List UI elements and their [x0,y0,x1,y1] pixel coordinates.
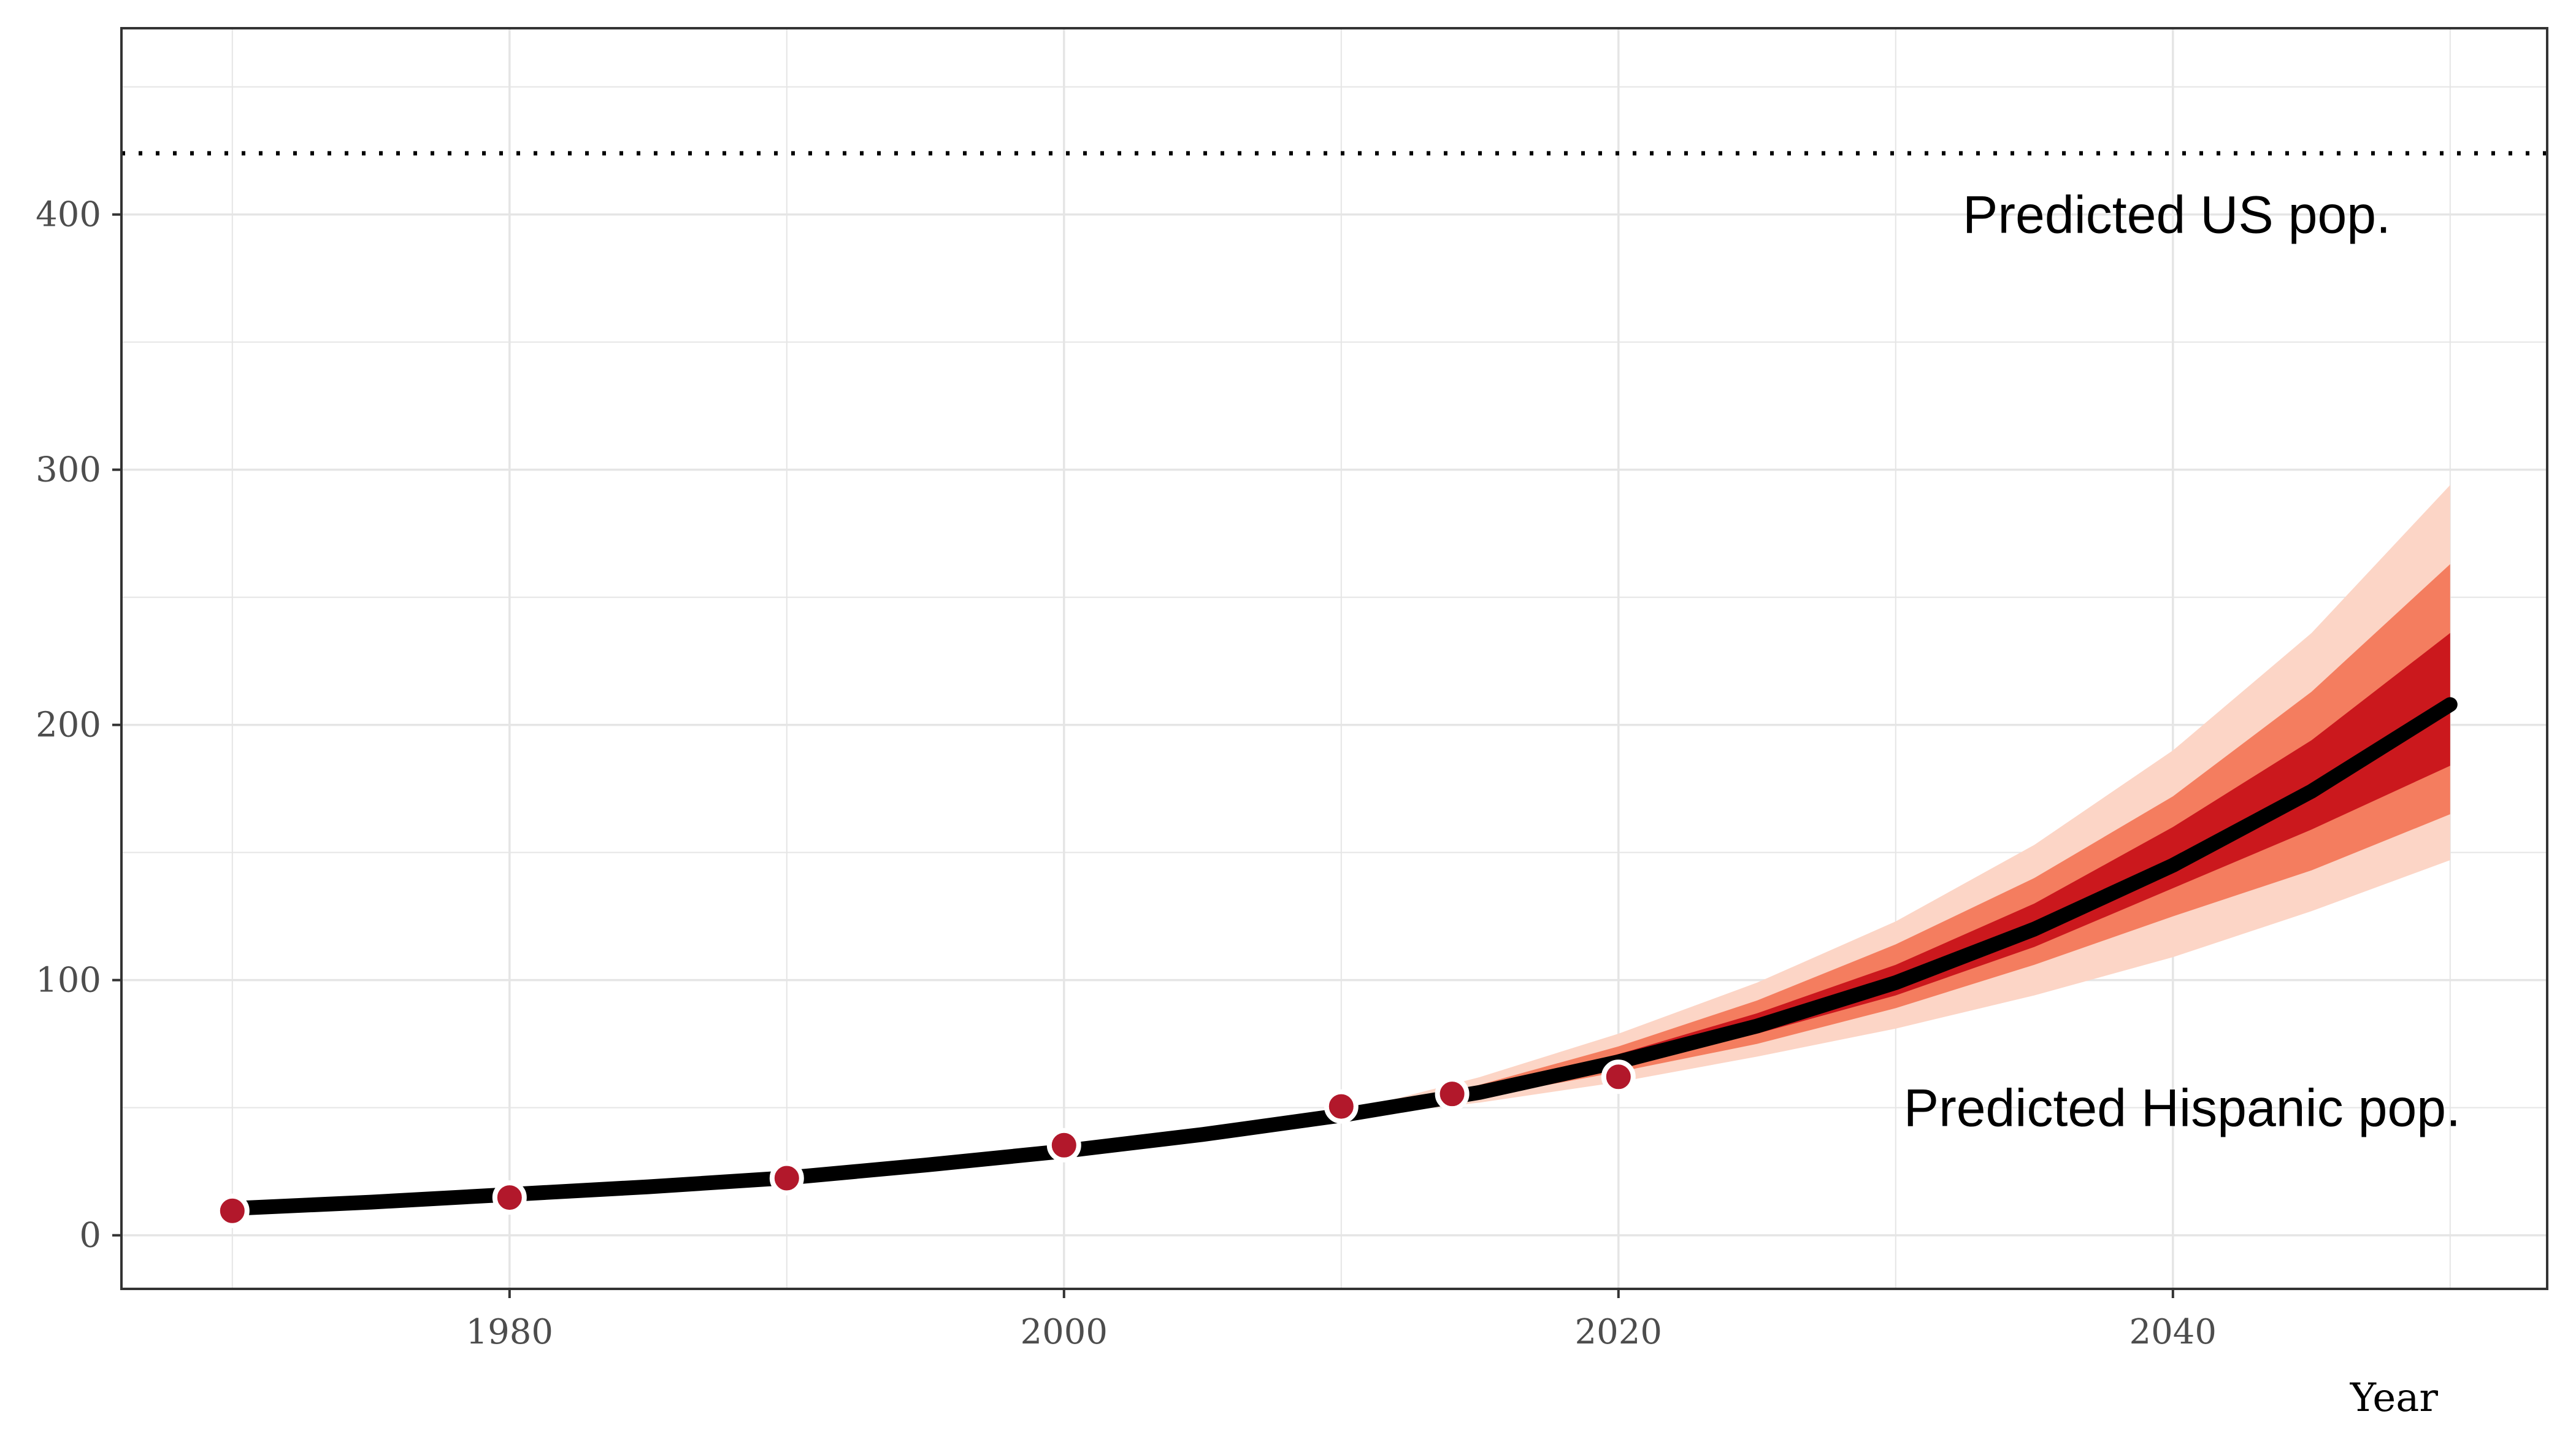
x-tick-label: 1980 [466,1312,554,1352]
panel-background [121,28,2547,1289]
panel-border [120,27,2548,1290]
y-axis-labels: 0 100 200 300 400 [36,195,101,1256]
annotation-us-pop: Predicted US pop. [1963,186,2391,245]
observed-point [1601,1059,1636,1094]
observed-points [215,1059,1636,1228]
x-tick-label: 2040 [2129,1312,2217,1352]
observed-point [1435,1077,1470,1112]
y-tick-label: 400 [36,195,101,235]
x-tick-label: 2000 [1021,1312,1108,1352]
y-tick-label: 200 [36,705,101,745]
major-grid [121,28,2547,1289]
observed-point [769,1161,804,1196]
observed-point [1324,1089,1359,1124]
x-axis-labels: 1980 2000 2020 2040 [466,1312,2217,1352]
observed-point [492,1180,527,1215]
annotations: Predicted US pop. Predicted Hispanic pop. [1904,186,2461,1138]
axis-ticks [112,213,2174,1298]
y-tick-label: 300 [36,450,101,490]
x-tick-label: 2020 [1575,1312,1663,1352]
y-tick-label: 0 [79,1216,101,1256]
annotation-hispanic-pop: Predicted Hispanic pop. [1904,1079,2461,1138]
x-axis-title: Year [2350,1375,2439,1421]
observed-point [1046,1128,1081,1163]
observed-point [215,1193,250,1228]
y-tick-label: 100 [36,961,101,1001]
